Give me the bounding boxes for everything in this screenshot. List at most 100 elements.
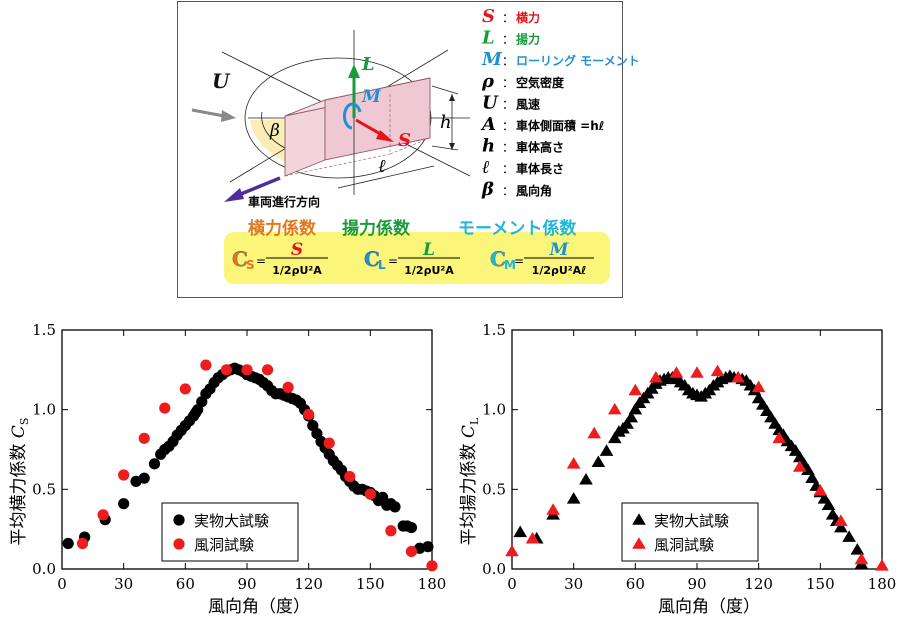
data-point xyxy=(282,381,294,393)
data-point xyxy=(591,455,606,468)
y-tick-label: 1.0 xyxy=(32,401,56,419)
data-point xyxy=(587,426,602,439)
data-point xyxy=(513,525,528,538)
lift-chart: 0 30 60 90 120 150 180 0.0 0.5 1.0 1.5 風向角（度） 平均揚力係数… xyxy=(459,321,897,617)
legend-description: 空気密度 xyxy=(516,75,565,90)
y-tick-label: 0.0 xyxy=(482,560,506,578)
data-point xyxy=(138,472,150,484)
x-tick-label: 30 xyxy=(564,575,583,593)
data-point xyxy=(813,484,828,496)
data-point xyxy=(148,458,161,470)
side-force-chart: 0 30 60 90 120 150 180 0.0 0.5 1.0 1.5 風向角（度） 平均横力係数… xyxy=(9,321,446,617)
series-0 xyxy=(513,369,869,569)
h-label: h xyxy=(440,112,452,133)
legend-description: 風速 xyxy=(516,96,540,111)
data-point xyxy=(525,531,540,544)
legend-label: 実物大試験 xyxy=(654,512,729,530)
y-axis-subscript: S xyxy=(18,418,31,426)
y-tick-label: 0.0 xyxy=(32,560,56,578)
x-tick-label: 60 xyxy=(176,575,195,593)
data-point xyxy=(566,457,581,469)
data-point xyxy=(875,559,889,571)
legend-row: β ：風向角 xyxy=(481,179,552,200)
beta-arc xyxy=(261,111,286,149)
legend-symbol: S xyxy=(482,6,495,27)
legend-description: 車体側面積 =hℓ xyxy=(516,118,604,133)
data-point xyxy=(607,402,622,415)
legend-symbol: h xyxy=(482,136,495,157)
moment-arc xyxy=(342,102,362,130)
data-point xyxy=(426,560,438,572)
series-1 xyxy=(505,364,889,571)
data-point xyxy=(405,521,418,534)
data-point xyxy=(405,545,418,558)
legend-label: 実物大試験 xyxy=(194,512,269,530)
data-point xyxy=(801,463,815,475)
travel-direction-arrow xyxy=(235,176,281,198)
legend-box xyxy=(161,502,299,562)
legend-symbol: ℓ xyxy=(482,157,490,178)
y-tick-label: 0.5 xyxy=(482,480,506,498)
y-axis-symbol: C xyxy=(9,425,29,438)
data-point xyxy=(364,488,376,500)
legend-box xyxy=(621,502,759,562)
coefficient-denominator: 1/2ρU²Aℓ xyxy=(532,264,587,277)
legend-label: 風洞試験 xyxy=(654,536,714,554)
legend-marker xyxy=(173,514,185,526)
data-point xyxy=(821,498,836,511)
legend-separator: ： xyxy=(502,54,514,68)
ell-label: ℓ xyxy=(378,156,386,177)
x-tick-label: 180 xyxy=(868,575,897,593)
legend-row: ℓ ：車体長さ xyxy=(482,157,564,178)
legend-separator: ： xyxy=(502,11,514,25)
data-point xyxy=(628,383,643,396)
legend-row: L ：揚力 xyxy=(481,28,540,49)
data-point xyxy=(118,498,130,510)
x-tick-label: 60 xyxy=(626,575,645,593)
equals-sign: = xyxy=(388,254,398,268)
coefficient-denominator: 1/2ρU²A xyxy=(404,264,454,277)
legend-separator: ： xyxy=(502,33,514,47)
ell-dimension-line xyxy=(337,165,435,189)
lift-label: L xyxy=(361,54,375,75)
moment-label: M xyxy=(361,87,382,107)
x-tick-label: 120 xyxy=(294,575,323,593)
data-point xyxy=(505,544,519,557)
coefficient-symbol: C xyxy=(490,247,506,271)
data-point xyxy=(220,364,233,376)
y-tick-label: 1.0 xyxy=(482,401,506,419)
data-point xyxy=(690,366,704,378)
data-point xyxy=(138,432,150,444)
legend-row: h ：車体高さ xyxy=(482,136,564,157)
x-tick-label: 30 xyxy=(114,575,133,593)
data-point xyxy=(805,471,819,483)
y-axis-symbol: C xyxy=(459,425,479,438)
y-tick-label: 1.5 xyxy=(32,321,56,339)
side-force-label: S xyxy=(398,130,411,151)
y-axis-subscript: L xyxy=(468,417,481,425)
legend-row: M：ローリング モーメント xyxy=(481,49,640,70)
legend-symbol: L xyxy=(481,28,495,49)
data-point xyxy=(97,509,109,521)
data-point xyxy=(546,503,560,515)
coefficient-symbol: C xyxy=(364,247,380,271)
legend-description: 風向角 xyxy=(516,183,552,198)
x-tick-label: 120 xyxy=(744,575,773,593)
legend-description: 揚力 xyxy=(516,32,540,47)
data-point xyxy=(389,501,401,513)
x-axis-label: 風向角（度） xyxy=(658,597,760,617)
data-point xyxy=(842,530,856,542)
coefficient-numerator: M xyxy=(549,240,570,260)
legend-separator: ： xyxy=(502,97,514,111)
data-point xyxy=(854,552,869,565)
legend-symbol: β xyxy=(481,179,494,200)
legend-symbol: M xyxy=(481,49,503,70)
data-point xyxy=(599,444,614,456)
x-tick-label: 0 xyxy=(507,575,517,593)
data-point xyxy=(628,402,643,415)
legend-separator: ： xyxy=(502,162,514,176)
u-label: U xyxy=(212,69,231,93)
